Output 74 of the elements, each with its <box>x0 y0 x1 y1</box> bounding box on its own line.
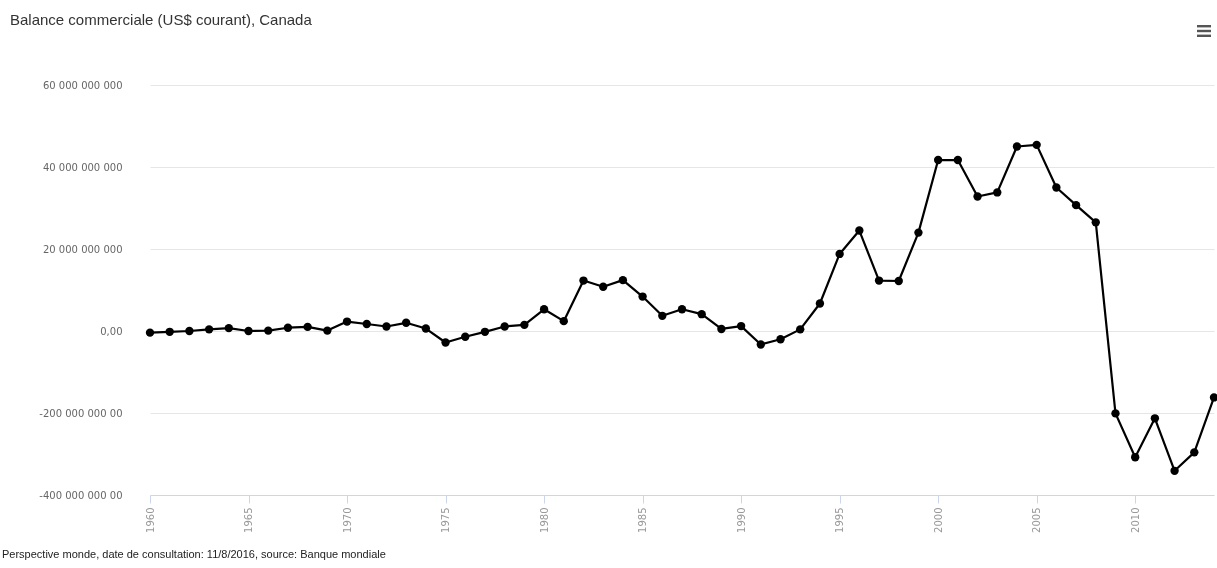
x-tick-label: 1960 <box>144 507 156 533</box>
point <box>1012 142 1022 151</box>
x-tick-label: 2010 <box>1129 507 1141 533</box>
chart-title: Balance commerciale (US$ courant), Canada <box>10 11 313 28</box>
point <box>756 340 765 349</box>
point <box>1131 453 1140 462</box>
point <box>1052 183 1061 192</box>
point <box>796 325 805 334</box>
point <box>776 335 785 344</box>
point <box>520 320 529 330</box>
point <box>264 326 273 335</box>
point <box>185 326 194 336</box>
x-tick-label: 1975 <box>440 507 452 533</box>
point <box>993 188 1002 197</box>
point <box>401 318 411 327</box>
point <box>1150 414 1160 423</box>
point <box>1071 200 1081 210</box>
point <box>894 276 903 286</box>
point <box>303 322 312 332</box>
point <box>165 327 174 336</box>
point <box>461 332 470 341</box>
y-tick-label: -200 000 000 00 <box>39 407 123 419</box>
x-tick-label: 1990 <box>735 507 747 533</box>
x-tick-label: 1985 <box>637 507 649 533</box>
y-tick-label: 0,00 <box>100 325 123 337</box>
point <box>1170 466 1179 475</box>
point <box>717 324 726 334</box>
x-tick-label: 2005 <box>1031 507 1043 533</box>
point <box>618 275 628 285</box>
x-tick-label: 2000 <box>932 507 944 533</box>
point <box>855 226 864 235</box>
point <box>1111 409 1120 418</box>
point <box>382 322 391 331</box>
point <box>224 323 233 333</box>
x-tick-label: 1995 <box>834 507 846 533</box>
point <box>658 311 667 320</box>
point <box>579 276 588 285</box>
point <box>362 319 371 329</box>
point <box>323 326 332 335</box>
point <box>500 322 509 331</box>
point <box>559 316 568 326</box>
point <box>677 305 687 314</box>
point <box>539 305 549 314</box>
point <box>441 338 450 347</box>
point <box>480 327 490 336</box>
y-tick-label: 60 000 000 000 <box>42 79 123 91</box>
x-tick-label: 1965 <box>243 507 255 533</box>
point <box>736 321 746 331</box>
point <box>914 228 923 237</box>
point <box>204 325 214 334</box>
y-tick-label: 20 000 000 000 <box>42 243 123 255</box>
point <box>421 324 431 333</box>
y-tick-label: 40 000 000 000 <box>42 161 123 173</box>
point <box>835 249 844 259</box>
point <box>815 299 825 308</box>
text: Perspective monde, date de consultation: 11/8/2016, source: Banque mondiale <box>2 548 386 560</box>
point <box>145 328 155 337</box>
point <box>599 282 608 291</box>
point <box>1209 393 1217 402</box>
point <box>1091 218 1100 227</box>
x-tick-label: 1980 <box>538 507 550 533</box>
point <box>953 155 963 165</box>
x-tick-label: 1970 <box>341 507 353 533</box>
point <box>283 323 293 332</box>
y-tick-label: -400 000 000 00 <box>39 489 123 501</box>
point <box>697 310 706 319</box>
point <box>638 292 647 301</box>
point <box>342 317 352 326</box>
point <box>244 326 253 336</box>
point <box>874 276 884 285</box>
point <box>1190 448 1199 457</box>
point <box>933 155 943 165</box>
point <box>973 192 982 201</box>
point <box>1032 140 1041 150</box>
